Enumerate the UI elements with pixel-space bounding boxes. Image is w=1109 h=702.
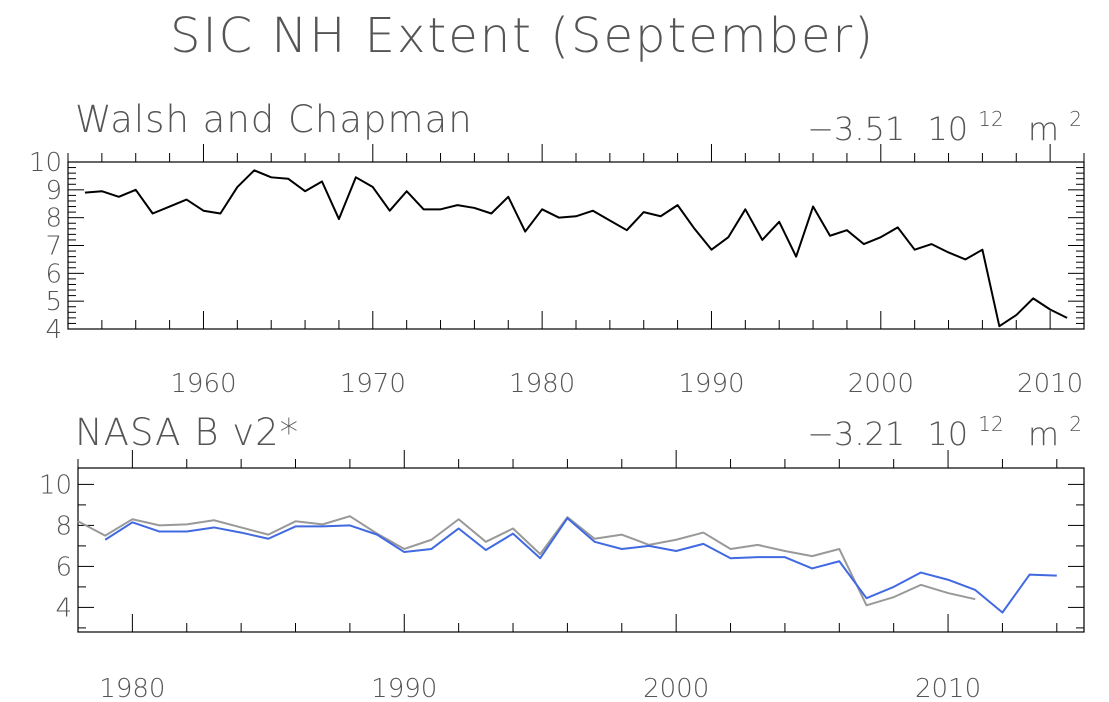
x-tick-label: 2010 <box>1017 369 1083 399</box>
x-tick-label: 1960 <box>170 369 236 399</box>
y-tick-label: 5 <box>45 287 62 317</box>
axes: 1980 1990 2000 2010 4 6 8 10 <box>39 450 1084 702</box>
plot-frame <box>67 161 1085 330</box>
y-tick-label: 10 <box>39 470 72 500</box>
x-tick-label: 1990 <box>678 369 744 399</box>
series-lines <box>84 169 1068 328</box>
trend-value: −3.51 <box>807 110 905 148</box>
y-tick-label: 4 <box>55 593 72 623</box>
figure-title: SIC NH Extent (September) <box>170 8 875 64</box>
trend-value: −3.21 <box>807 415 905 453</box>
x-tick-label: 1980 <box>99 674 165 702</box>
y-tick-label: 6 <box>55 552 72 582</box>
trend-unit-tail: m <box>1028 110 1059 148</box>
trend-unit-base: 10 <box>927 415 968 453</box>
y-tick-label: 6 <box>45 259 62 289</box>
x-tick-label: 2000 <box>848 369 914 399</box>
y-tick-label: 7 <box>45 232 62 262</box>
trend-unit-exp: 12 <box>978 412 1003 436</box>
x-tick-label: 2010 <box>915 674 981 702</box>
panel-title: Walsh and Chapman <box>75 98 473 141</box>
trend-unit-exp: 12 <box>978 107 1003 131</box>
series-line-0 <box>84 169 1068 328</box>
trend-unit-tail-exp: 2 <box>1069 107 1082 131</box>
trend-unit-base: 10 <box>927 110 968 148</box>
y-tick-label: 8 <box>55 511 72 541</box>
trend-unit-tail-exp: 2 <box>1069 412 1082 436</box>
y-tick-label: 8 <box>45 204 62 234</box>
x-tick-label: 1980 <box>509 369 575 399</box>
trend-unit-tail: m <box>1028 415 1059 453</box>
series-lines <box>77 515 1057 614</box>
series-line-0 <box>77 515 976 607</box>
y-tick-label: 4 <box>45 315 62 345</box>
x-tick-label: 2000 <box>643 674 709 702</box>
trend-label: −3.51 10 12 m 2 <box>807 96 1082 148</box>
trend-label: −3.21 10 12 m 2 <box>807 401 1082 453</box>
series-line-1 <box>104 517 1057 614</box>
panel-walsh-chapman: Walsh and Chapman −3.51 10 12 m 2 1960 19… <box>29 96 1085 399</box>
x-tick-label: 1970 <box>340 369 406 399</box>
x-tick-label: 1990 <box>371 674 437 702</box>
y-tick-label: 10 <box>29 148 62 178</box>
plot-frame <box>77 467 1085 633</box>
panel-nasa-b: NASA B v2* −3.21 10 12 m 2 1980 1990 2000 2… <box>39 401 1085 702</box>
panel-title: NASA B v2* <box>75 411 299 454</box>
y-tick-label: 9 <box>45 176 62 206</box>
